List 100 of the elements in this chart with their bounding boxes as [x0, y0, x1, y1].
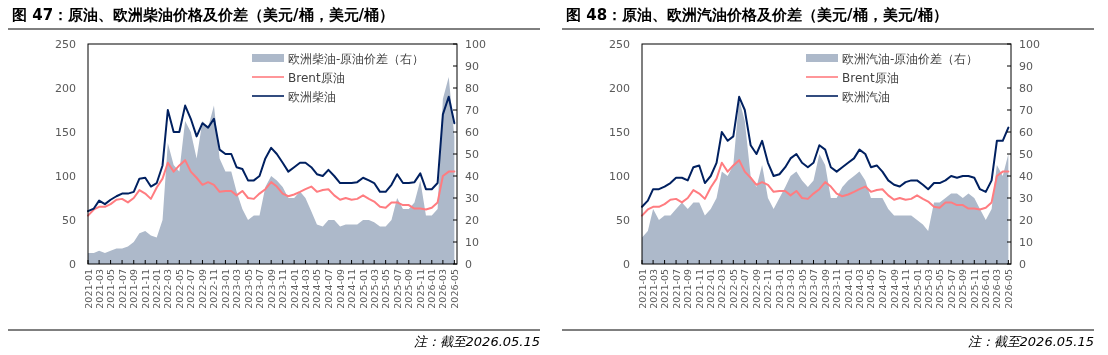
y2-tick-label: 60 [1019, 126, 1033, 139]
x-tick-label: 2024-05 [311, 269, 323, 309]
x-tick-label: 2025-09 [957, 269, 969, 309]
x-tick-label: 2024-11 [900, 269, 912, 309]
y2-tick-label: 50 [1019, 148, 1033, 161]
x-tick-label: 2024-11 [346, 269, 358, 309]
y2-tick-label: 40 [1019, 170, 1033, 183]
x-tick-label: 2021-05 [659, 269, 671, 309]
x-tick-label: 2022-03 [162, 269, 174, 309]
x-tick-label: 2025-03 [368, 269, 380, 309]
x-tick-label: 2022-07 [739, 269, 751, 309]
y-tick-label: 250 [55, 38, 76, 51]
x-tick-label: 2024-01 [288, 269, 300, 309]
chart-title: 图 47：原油、欧洲柴油价格及价差（美元/桶，美元/桶） [12, 6, 395, 24]
x-tick-label: 2021-03 [93, 269, 105, 309]
legend-label: 欧洲汽油 [842, 89, 890, 104]
y-tick-label: 200 [55, 82, 76, 95]
x-tick-label: 2022-09 [196, 269, 208, 309]
x-tick-label: 2021-11 [693, 269, 705, 309]
x-tick-label: 2022-11 [762, 269, 774, 309]
y-tick-label: 200 [609, 82, 630, 95]
x-tick-label: 2023-07 [808, 269, 820, 309]
x-tick-label: 2025-03 [922, 269, 934, 309]
x-tick-label: 2023-07 [254, 269, 266, 309]
x-tick-label: 2025-11 [968, 269, 980, 309]
y2-tick-label: 70 [1019, 104, 1033, 117]
legend-label: 欧洲柴油 [288, 89, 336, 104]
y2-tick-label: 80 [1019, 82, 1033, 95]
legend-label: 欧洲汽油-原油价差（右） [842, 51, 979, 66]
legend-label: 欧洲柴油-原油价差（右） [288, 51, 425, 66]
x-tick-label: 2025-09 [403, 269, 415, 309]
x-tick-label: 2025-01 [911, 269, 923, 309]
y-tick-label: 250 [609, 38, 630, 51]
x-tick-label: 2023-01 [773, 269, 785, 309]
x-tick-label: 2025-07 [945, 269, 957, 309]
x-tick-label: 2025-11 [414, 269, 426, 309]
y2-tick-label: 100 [1019, 38, 1040, 51]
x-tick-label: 2021-05 [105, 269, 117, 309]
x-tick-label: 2024-03 [299, 269, 311, 309]
x-tick-label: 2021-01 [636, 269, 648, 309]
x-tick-label: 2022-11 [208, 269, 220, 309]
x-tick-label: 2026-01 [426, 269, 438, 309]
y-tick-label: 50 [616, 214, 630, 227]
x-tick-label: 2023-11 [277, 269, 289, 309]
y-tick-label: 0 [623, 258, 630, 271]
legend-label: Brent原油 [842, 70, 899, 85]
y2-tick-label: 70 [465, 104, 479, 117]
x-tick-label: 2021-01 [82, 269, 94, 309]
x-tick-label: 2025-05 [380, 269, 392, 309]
x-tick-label: 2024-01 [842, 269, 854, 309]
y2-tick-label: 10 [1019, 236, 1033, 249]
x-tick-label: 2022-01 [151, 269, 163, 309]
x-tick-label: 2021-09 [128, 269, 140, 309]
x-tick-label: 2022-03 [716, 269, 728, 309]
y2-tick-label: 10 [465, 236, 479, 249]
x-tick-label: 2022-01 [705, 269, 717, 309]
x-tick-label: 2021-07 [670, 269, 682, 309]
text: 注：截至2026.05.15 [413, 334, 540, 349]
x-tick-label: 2023-09 [819, 269, 831, 309]
y2-tick-label: 90 [465, 60, 479, 73]
y2-tick-label: 100 [465, 38, 486, 51]
x-tick-label: 2021-09 [682, 269, 694, 309]
y-tick-label: 150 [55, 126, 76, 139]
x-tick-label: 2025-05 [934, 269, 946, 309]
chart-title: 图 48：原油、欧洲汽油价格及价差（美元/桶，美元/桶） [566, 6, 949, 24]
y-tick-label: 150 [609, 126, 630, 139]
x-tick-label: 2026-05 [1002, 269, 1014, 309]
y-tick-label: 50 [62, 214, 76, 227]
y2-tick-label: 0 [465, 258, 472, 271]
y2-tick-label: 30 [1019, 192, 1033, 205]
x-tick-label: 2023-05 [796, 269, 808, 309]
y2-tick-label: 80 [465, 82, 479, 95]
x-tick-label: 2022-05 [173, 269, 185, 309]
x-tick-label: 2024-07 [322, 269, 334, 309]
x-tick-label: 2023-01 [219, 269, 231, 309]
x-tick-label: 2024-03 [853, 269, 865, 309]
y2-tick-label: 50 [465, 148, 479, 161]
x-tick-label: 2023-05 [242, 269, 254, 309]
x-tick-label: 2021-03 [647, 269, 659, 309]
y2-tick-label: 20 [465, 214, 479, 227]
x-tick-label: 2026-05 [448, 269, 460, 309]
x-tick-label: 2026-03 [991, 269, 1003, 309]
legend-label: Brent原油 [288, 70, 345, 85]
y2-tick-label: 0 [1019, 258, 1026, 271]
x-tick-label: 2024-09 [334, 269, 346, 309]
y2-tick-label: 20 [1019, 214, 1033, 227]
line-series [641, 159, 1010, 217]
y2-tick-label: 40 [465, 170, 479, 183]
y2-tick-label: 30 [465, 192, 479, 205]
y-tick-label: 0 [69, 258, 76, 271]
text: 注：截至2026.05.15 [967, 334, 1094, 349]
x-tick-label: 2021-07 [116, 269, 128, 309]
y-tick-label: 100 [55, 170, 76, 183]
x-tick-label: 2025-01 [357, 269, 369, 309]
x-tick-label: 2021-11 [139, 269, 151, 309]
y-tick-label: 100 [609, 170, 630, 183]
x-tick-label: 2023-09 [265, 269, 277, 309]
x-tick-label: 2026-01 [980, 269, 992, 309]
x-tick-label: 2024-09 [888, 269, 900, 309]
x-tick-label: 2026-03 [437, 269, 449, 309]
